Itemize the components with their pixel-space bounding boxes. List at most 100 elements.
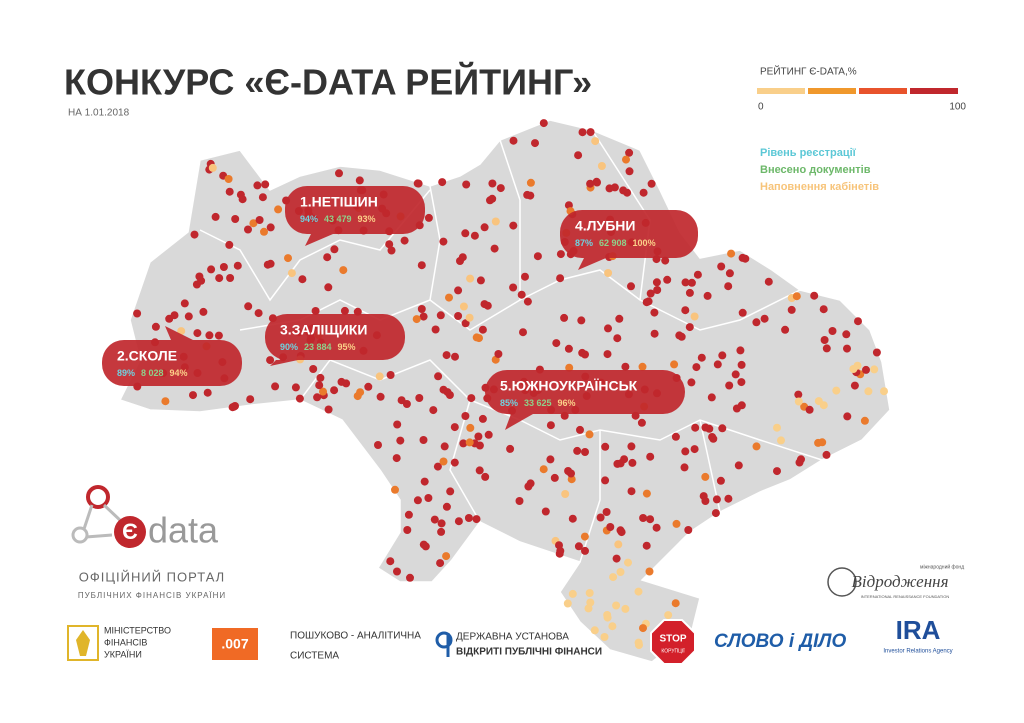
dot (792, 292, 801, 301)
dot (515, 497, 524, 505)
dot (439, 457, 448, 466)
dot (601, 476, 610, 485)
dot (454, 312, 463, 320)
dot (403, 526, 412, 534)
dot (681, 278, 690, 287)
callout-pointer (305, 234, 333, 246)
dot (339, 266, 348, 275)
legend-swatch (910, 88, 958, 94)
callout-name: 3.ЗАЛІЩИКИ (280, 322, 367, 338)
dot (822, 450, 831, 459)
dot (693, 270, 702, 279)
dot (233, 261, 242, 270)
callout: 5.ЮЖНОУКРАЇНСЬК 85% 33 625 96% (485, 370, 685, 430)
callout-values: 87% 62 908 100% (575, 238, 656, 248)
dot (437, 527, 446, 536)
dot (814, 397, 823, 406)
dot (266, 356, 275, 365)
dot (330, 386, 339, 395)
dot (442, 552, 451, 561)
dot (446, 487, 455, 496)
dot (850, 381, 859, 390)
portal-line: ПУБЛІЧНИХ ФІНАНСІВ УКРАЇНИ (78, 591, 226, 600)
dot (437, 519, 446, 528)
dot (701, 472, 710, 481)
dot (781, 325, 790, 334)
dot (577, 316, 586, 325)
dot (585, 430, 594, 439)
dot (476, 276, 485, 285)
dot (568, 589, 577, 598)
dot (324, 283, 333, 292)
dot (494, 350, 503, 358)
dot (475, 466, 484, 475)
dot (773, 423, 781, 432)
callout-value: 94% (300, 214, 318, 224)
dot (546, 455, 555, 464)
dot (612, 554, 621, 563)
dot (853, 361, 862, 370)
callout-box (560, 210, 698, 258)
dot (718, 351, 727, 360)
dot (604, 324, 612, 333)
dot (484, 430, 493, 439)
dot (864, 387, 873, 396)
dot (461, 229, 470, 238)
dot (524, 482, 533, 491)
stop-text: STOP (659, 634, 686, 645)
dot (556, 250, 565, 259)
dot (724, 282, 733, 291)
dot (436, 311, 445, 320)
dot (616, 459, 625, 468)
dot (737, 401, 746, 410)
dot (625, 148, 634, 157)
dot (691, 423, 700, 432)
dot (642, 541, 651, 550)
callout-name: 5.ЮЖНОУКРАЇНСЬК (500, 378, 638, 394)
callout-pointer (270, 360, 298, 366)
dot (261, 180, 270, 189)
dot (199, 307, 208, 316)
callout-value: 85% (500, 398, 518, 408)
callout-value: 94% (170, 368, 188, 378)
dot (843, 344, 851, 353)
portal-line: ОФІЦІЙНИЙ ПОРТАЛ (79, 569, 225, 584)
callout-value: 8 028 (141, 368, 164, 378)
dot (478, 325, 487, 334)
dot (653, 286, 662, 294)
dot (593, 178, 601, 187)
dot (387, 246, 396, 255)
callout-values: 89% 8 028 94% (117, 368, 188, 378)
dot (602, 508, 611, 516)
dot (652, 278, 661, 287)
dot (226, 274, 235, 282)
callout-values: 94% 43 479 93% (300, 214, 376, 224)
dot (634, 587, 643, 596)
dot (531, 139, 539, 148)
callout-pointer (578, 258, 606, 270)
dot (215, 274, 224, 283)
dot (685, 288, 694, 297)
dot (406, 573, 414, 582)
dot (637, 418, 646, 427)
dot (225, 187, 234, 196)
edata-logo: Є data ОФІЦІЙНИЙ ПОРТАЛ ПУБЛІЧНИХ ФІНАНС… (71, 485, 226, 600)
dot (625, 167, 634, 176)
dot (244, 225, 252, 234)
dot (431, 325, 440, 334)
dot (228, 403, 237, 412)
edata-logo-text: data (148, 510, 219, 551)
dot (870, 365, 879, 374)
dot (424, 213, 433, 222)
dot (266, 223, 275, 232)
dot (459, 439, 468, 448)
dot (671, 432, 680, 441)
dot (465, 438, 474, 447)
dot (526, 191, 535, 200)
dot (374, 441, 382, 449)
dot (434, 372, 443, 381)
dot (225, 240, 234, 249)
dot (298, 275, 307, 284)
dot (392, 454, 401, 463)
dot (650, 329, 659, 338)
